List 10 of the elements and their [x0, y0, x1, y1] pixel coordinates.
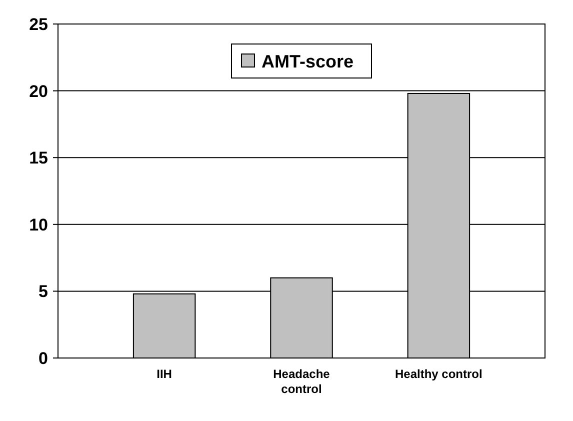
x-tick-label: Headache control — [273, 367, 330, 396]
y-tick-label: 10 — [29, 215, 48, 234]
legend-label: AMT-score — [262, 51, 354, 72]
x-tick-label: Healthy control — [395, 367, 482, 381]
y-tick-label: 15 — [29, 148, 48, 168]
y-tick-label: 5 — [38, 282, 48, 302]
y-tick-label: 0 — [38, 348, 48, 368]
y-tick-label: 20 — [29, 82, 48, 101]
x-tick-label: IIH — [156, 367, 172, 381]
y-tick-label: 25 — [29, 14, 48, 34]
